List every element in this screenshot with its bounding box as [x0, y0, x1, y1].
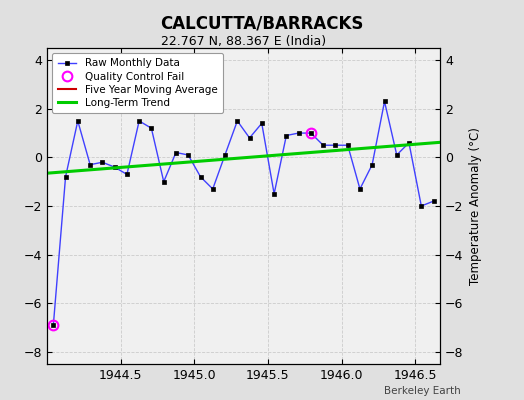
- Raw Monthly Data: [74, 118, 81, 123]
- Raw Monthly Data: [271, 192, 277, 196]
- Raw Monthly Data: [222, 152, 228, 157]
- Raw Monthly Data: [345, 143, 351, 148]
- Y-axis label: Temperature Anomaly (°C): Temperature Anomaly (°C): [469, 127, 482, 285]
- Text: CALCUTTA/BARRACKS: CALCUTTA/BARRACKS: [160, 14, 364, 32]
- Raw Monthly Data: [124, 172, 130, 177]
- Raw Monthly Data: [332, 143, 339, 148]
- Text: Berkeley Earth: Berkeley Earth: [385, 386, 461, 396]
- Raw Monthly Data: [357, 186, 363, 191]
- Quality Control Fail: [50, 323, 57, 328]
- Raw Monthly Data: [185, 152, 191, 157]
- Raw Monthly Data: [320, 143, 326, 148]
- Raw Monthly Data: [308, 131, 314, 136]
- Raw Monthly Data: [406, 140, 412, 145]
- Raw Monthly Data: [381, 99, 388, 104]
- Raw Monthly Data: [210, 186, 216, 191]
- Legend: Raw Monthly Data, Quality Control Fail, Five Year Moving Average, Long-Term Tren: Raw Monthly Data, Quality Control Fail, …: [52, 53, 223, 113]
- Raw Monthly Data: [369, 162, 375, 167]
- Title: 22.767 N, 88.367 E (India): 22.767 N, 88.367 E (India): [161, 35, 326, 48]
- Raw Monthly Data: [99, 160, 105, 165]
- Raw Monthly Data: [296, 131, 302, 136]
- Line: Quality Control Fail: Quality Control Fail: [49, 128, 316, 330]
- Raw Monthly Data: [430, 199, 436, 204]
- Raw Monthly Data: [173, 150, 179, 155]
- Raw Monthly Data: [234, 118, 241, 123]
- Raw Monthly Data: [246, 136, 253, 140]
- Raw Monthly Data: [259, 121, 265, 126]
- Raw Monthly Data: [112, 165, 118, 170]
- Raw Monthly Data: [148, 126, 155, 131]
- Raw Monthly Data: [198, 174, 204, 179]
- Raw Monthly Data: [160, 179, 167, 184]
- Raw Monthly Data: [394, 152, 400, 157]
- Raw Monthly Data: [50, 323, 57, 328]
- Quality Control Fail: [308, 131, 314, 136]
- Raw Monthly Data: [418, 204, 424, 208]
- Raw Monthly Data: [87, 162, 93, 167]
- Line: Raw Monthly Data: Raw Monthly Data: [51, 99, 435, 327]
- Raw Monthly Data: [283, 133, 289, 138]
- Raw Monthly Data: [62, 174, 69, 179]
- Raw Monthly Data: [136, 118, 143, 123]
